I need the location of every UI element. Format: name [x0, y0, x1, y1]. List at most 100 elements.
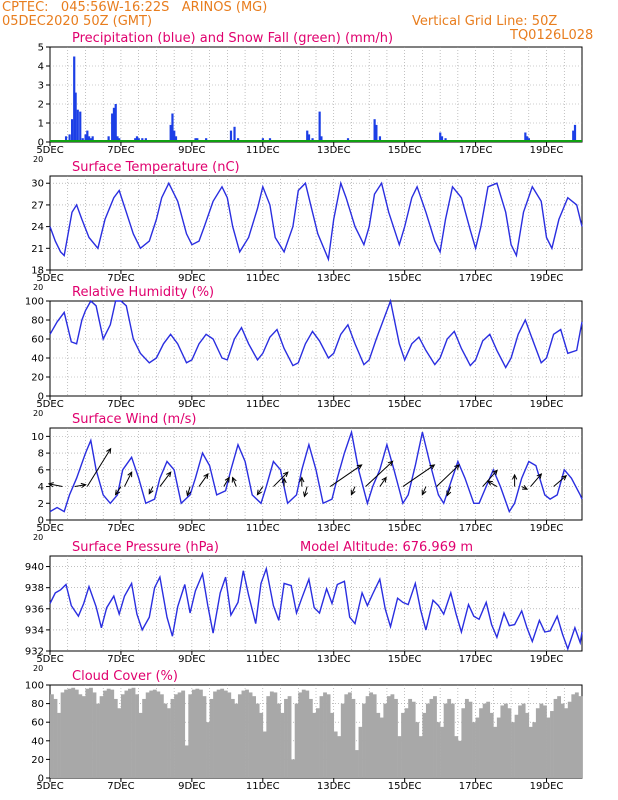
cloud-bar — [379, 717, 384, 778]
cloud-bar — [273, 692, 278, 778]
cloud-bar — [518, 705, 523, 778]
cloud-bar — [195, 688, 200, 778]
precip-bar — [76, 109, 79, 142]
cloud-bar — [159, 694, 164, 778]
panel-cloud: Cloud Cover (%) 0 20 40 60 80 100 5DEC 7DEC 9DEC 1… — [25, 669, 583, 792]
panel-frame — [49, 555, 583, 652]
xtick-label: 13DEC — [317, 399, 351, 410]
xtick-label: 9DEC — [178, 654, 205, 665]
cloud-bar — [365, 696, 370, 778]
cloud-bar — [106, 688, 111, 778]
panel-title-temperature: Surface Temperature (nC) — [72, 160, 240, 175]
cloud-bar — [145, 692, 150, 778]
xtick-label: 13DEC — [317, 523, 351, 534]
xtick-label: 11DEC — [246, 399, 280, 410]
xtick-label: 5DEC — [36, 399, 63, 410]
wind-arrow — [231, 476, 237, 487]
xtick-label: 17DEC — [459, 654, 493, 665]
cloud-bar — [291, 759, 296, 778]
precip-bar — [111, 113, 114, 142]
cloud-bar — [85, 688, 90, 778]
xtick-label: 15DEC — [388, 781, 422, 792]
cloud-bar — [316, 708, 320, 778]
cloud-bar — [188, 694, 193, 778]
cloud-bar — [546, 717, 551, 778]
cloud-bar — [542, 705, 547, 778]
panel-subtitle-pressure: Model Altitude: 676.969 m — [300, 540, 473, 555]
cloud-bar — [489, 712, 494, 778]
cloud-bar — [206, 722, 210, 778]
xtick-label: 19DEC — [530, 781, 564, 792]
cloud-bar — [202, 696, 207, 778]
precip-bar — [86, 130, 89, 142]
precip-bar — [440, 136, 444, 142]
xtick-label: 17DEC — [459, 399, 493, 410]
precip-bar — [233, 126, 236, 142]
wind-arrow — [482, 469, 498, 487]
wind-arrow — [74, 482, 87, 489]
wind-arrow — [47, 482, 63, 488]
cloud-bar — [252, 696, 257, 778]
xtick-label: 7DEC — [107, 523, 134, 534]
precip-bar — [84, 134, 87, 142]
cloud-bar — [227, 692, 232, 778]
xtick-label: 9DEC — [178, 523, 205, 534]
cloud-bar — [376, 712, 381, 778]
wind-arrow — [299, 476, 305, 487]
cloud-bar — [454, 736, 459, 778]
precip-bar — [88, 136, 91, 142]
cloud-bar — [213, 691, 217, 778]
xtick-label: 7DEC — [107, 145, 134, 156]
precip-bar — [306, 130, 309, 142]
ytick-label: 4 — [38, 482, 44, 493]
cloud-bar — [220, 688, 225, 778]
ytick-label: 0 — [38, 774, 44, 785]
precip-bar — [320, 136, 323, 142]
cloud-bar — [436, 722, 441, 778]
cloud-bar — [305, 690, 310, 778]
cloud-bar — [96, 703, 100, 778]
ytick-label: 8 — [38, 449, 44, 460]
cloud-bar — [351, 698, 356, 778]
precip-bar — [375, 124, 378, 142]
cloud-bar — [344, 694, 349, 778]
precip-bar — [73, 56, 76, 142]
xtick-label: 13DEC — [317, 273, 351, 284]
ytick-label: 940 — [25, 562, 44, 573]
cloud-bar — [539, 703, 544, 778]
cloud-bar — [135, 694, 139, 778]
wind-arrow — [365, 460, 394, 487]
wind-arrow — [521, 484, 529, 490]
xtick-label: 5DEC — [36, 145, 63, 156]
cloud-bar — [401, 712, 405, 778]
xtick-label: 11DEC — [246, 523, 280, 534]
cloud-bar — [532, 722, 537, 778]
precip-bar — [107, 136, 110, 142]
precip-bar — [573, 124, 577, 142]
wind-arrow — [148, 486, 154, 495]
wind-arrow — [273, 471, 289, 487]
wind-arrow — [421, 486, 427, 496]
cloud-bar — [216, 689, 221, 778]
ytick-label: 0 — [38, 516, 44, 527]
precip-bar — [116, 136, 119, 142]
cloud-bar — [255, 703, 260, 778]
cloud-bar — [138, 712, 143, 778]
cloud-bar — [163, 703, 168, 778]
ytick-label: 20 — [31, 373, 44, 384]
panel-title-pressure: Surface Pressure (hPa) — [72, 540, 219, 555]
cloud-bar — [301, 689, 306, 778]
cloud-bar — [340, 703, 345, 778]
precip-bar — [91, 136, 94, 142]
cloud-bar — [262, 731, 267, 778]
cloud-bar — [507, 708, 512, 778]
series-line-wind — [49, 429, 583, 514]
precip-bar — [524, 132, 527, 142]
cloud-bar — [479, 708, 483, 778]
ytick-label: 30 — [31, 179, 44, 190]
cloud-bar — [167, 708, 171, 778]
cloud-bar — [408, 698, 413, 778]
year-stub: 20 — [33, 533, 43, 542]
ytick-label: 932 — [25, 647, 44, 658]
